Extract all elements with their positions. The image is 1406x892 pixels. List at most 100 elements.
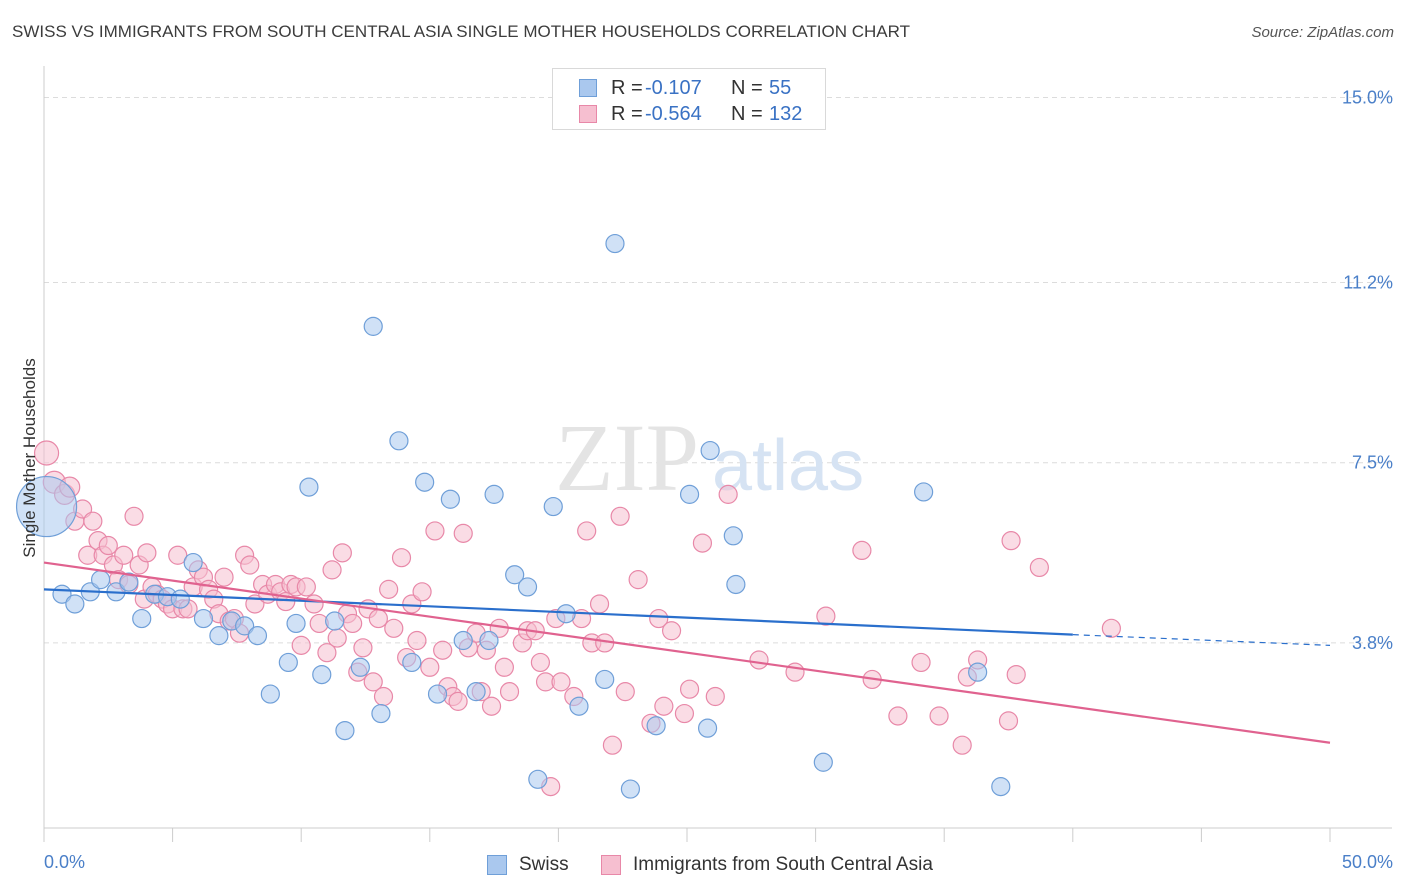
immigrant-point xyxy=(363,672,383,692)
tick-labels: 3.8% 7.5% 11.2% 15.0% 0.0% 50.0% xyxy=(44,87,1393,872)
immigrant-point xyxy=(952,735,972,755)
swiss-point xyxy=(484,484,504,504)
immigrant-point xyxy=(412,582,432,602)
swiss-point xyxy=(543,496,563,517)
swiss-point xyxy=(517,577,538,597)
immigrant-point xyxy=(317,643,337,663)
swiss-point xyxy=(968,662,988,682)
swiss-point xyxy=(247,626,268,646)
source-credit: Source: ZipAtlas.com xyxy=(1251,24,1394,41)
n-label: N = xyxy=(731,103,763,125)
swiss-point xyxy=(569,696,589,716)
immigrant-point xyxy=(425,521,445,541)
n-label: N = xyxy=(731,77,763,99)
immigrant-point xyxy=(705,686,725,707)
swiss-point xyxy=(726,574,746,595)
immigrant-point xyxy=(433,640,453,660)
swiss-point xyxy=(312,664,332,685)
immigrant-point xyxy=(327,628,347,648)
r-value: -0.564 xyxy=(645,103,702,125)
swiss-point xyxy=(620,779,641,799)
y-tick-label: 15.0% xyxy=(1342,87,1393,107)
immigrant-point xyxy=(888,706,908,726)
immigrant-point xyxy=(1029,557,1049,578)
immigrant-point xyxy=(602,735,623,755)
series-legend: Swiss Immigrants from South Central Asia xyxy=(0,850,1406,880)
swiss-point xyxy=(813,752,833,772)
swiss-point xyxy=(183,552,203,573)
swiss-point xyxy=(991,777,1011,797)
swiss-trend-extension xyxy=(1072,634,1331,646)
swiss-point xyxy=(528,769,548,789)
swiss-point xyxy=(260,684,280,704)
swiss-trend-line xyxy=(43,588,1073,636)
x-tick-label: 0.0% xyxy=(44,852,85,872)
immigrant-point xyxy=(296,577,316,597)
swiss-point xyxy=(193,608,214,629)
swiss-point xyxy=(679,484,700,504)
legend-label: Swiss xyxy=(519,854,569,875)
immigrant-point xyxy=(453,523,473,543)
swiss-point xyxy=(427,684,448,704)
y-axis-label: Single Mother Households xyxy=(20,358,39,557)
immigrant-point xyxy=(654,696,674,716)
immigrant-point xyxy=(168,545,188,565)
immigrant-point xyxy=(649,608,669,629)
immigrant-point xyxy=(420,657,440,677)
r-label: R = xyxy=(611,77,643,99)
immigrant-point xyxy=(402,594,422,614)
immigrants-swatch xyxy=(601,855,621,875)
immigrant-point xyxy=(124,506,144,526)
swiss-point xyxy=(595,669,615,690)
swiss-point xyxy=(209,626,229,646)
immigrant-point xyxy=(332,543,352,563)
watermark: ZIP atlas xyxy=(555,404,864,511)
immigrant-point xyxy=(674,703,695,724)
immigrant-point xyxy=(610,506,630,526)
swiss-point xyxy=(363,316,383,336)
immigrant-point xyxy=(353,638,373,658)
swiss-point xyxy=(466,682,486,702)
swiss-swatch xyxy=(487,855,507,875)
swiss-point xyxy=(440,489,460,509)
immigrant-point xyxy=(137,543,157,563)
swiss-point xyxy=(278,652,298,673)
immigrant-point xyxy=(615,682,635,702)
data-points xyxy=(15,233,1121,799)
swiss-point xyxy=(723,526,743,546)
immigrant-point xyxy=(718,484,738,504)
swiss-point xyxy=(132,608,152,629)
immigrant-point xyxy=(589,594,610,614)
immigrant-point xyxy=(33,440,60,466)
swiss-point xyxy=(700,440,720,461)
r-value: -0.107 xyxy=(645,77,702,99)
swiss-point xyxy=(914,482,934,502)
immigrant-point xyxy=(481,696,502,716)
trend-lines xyxy=(43,561,1331,744)
immigrant-point xyxy=(98,535,118,556)
immigrant-point xyxy=(679,679,700,699)
immigrant-point xyxy=(998,711,1019,731)
immigrant-point xyxy=(214,567,234,587)
immigrant-point xyxy=(577,521,597,541)
immigrants-swatch xyxy=(579,105,597,123)
immigrant-point xyxy=(322,560,342,580)
immigrant-trend-line xyxy=(43,561,1331,744)
swiss-point xyxy=(350,657,370,677)
swiss-point xyxy=(505,565,525,585)
immigrant-point xyxy=(379,579,399,599)
immigrant-point xyxy=(929,706,949,726)
immigrant-point xyxy=(911,652,931,673)
x-tick-label: 50.0% xyxy=(1342,852,1393,872)
y-tick-label: 7.5% xyxy=(1352,453,1393,473)
n-value: 132 xyxy=(769,103,803,125)
immigrant-point xyxy=(114,545,134,565)
n-value: 55 xyxy=(769,77,792,99)
swiss-point xyxy=(299,477,319,497)
swiss-point xyxy=(371,703,391,724)
y-tick-label: 11.2% xyxy=(1343,273,1393,293)
immigrant-point xyxy=(391,548,412,568)
immigrant-point xyxy=(304,594,324,614)
swiss-point xyxy=(90,570,111,590)
swiss-point xyxy=(15,475,78,538)
